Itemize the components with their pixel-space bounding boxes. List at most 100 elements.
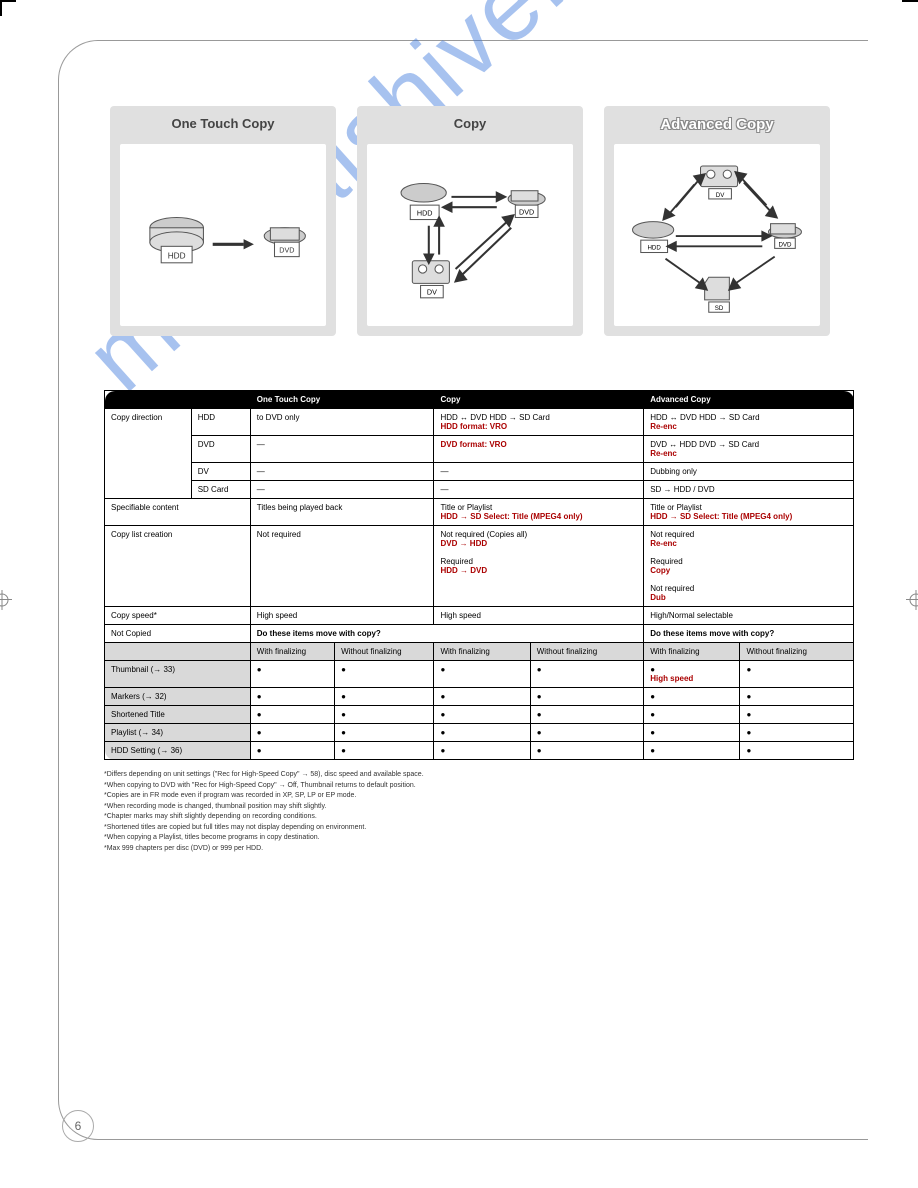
footnote: *Max 999 chapters per disc (DVD) or 999 … (104, 844, 854, 855)
table-header: Copy (434, 391, 644, 409)
sub-header: Without finalizing (740, 643, 854, 661)
comparison-table: One Touch Copy Copy Advanced Copy Copy d… (104, 390, 854, 854)
card-title: Copy (357, 106, 583, 137)
sub-header: With finalizing (250, 643, 334, 661)
footnote: *When copying to DVD with "Rec for High-… (104, 781, 854, 792)
cell: Do these items move with copy? (644, 625, 854, 643)
card-diagram: HDD DVD DV (367, 144, 573, 326)
sub-header: With finalizing (434, 643, 530, 661)
cell: Do these items move with copy? (250, 625, 643, 643)
cell: ● (740, 661, 854, 688)
cell: Title or PlaylistHDD → SD Select: Title … (434, 499, 644, 526)
svg-text:DV: DV (427, 288, 437, 297)
footnote: *Copies are in FR mode even if program w… (104, 791, 854, 802)
cell: Not requiredRe-enc RequiredCopy Not requ… (644, 526, 854, 607)
row-label: Copy direction (105, 409, 192, 499)
cell: ● (434, 661, 530, 688)
cell: ● (335, 742, 434, 760)
sub-label: DVD (191, 436, 250, 463)
cell: DVD ↔ HDD DVD → SD CardRe-enc (644, 436, 854, 463)
cell: Not required (250, 526, 434, 607)
cell: ● (644, 706, 740, 724)
cell: ● (335, 661, 434, 688)
cell: High speed (250, 607, 434, 625)
cell: ● (434, 742, 530, 760)
table-header: One Touch Copy (250, 391, 434, 409)
card-advanced: Advanced Copy DV HDD (604, 106, 830, 336)
table-header: Advanced Copy (644, 391, 854, 409)
cell: Title or PlaylistHDD → SD Select: Title … (644, 499, 854, 526)
page-number: 6 (62, 1110, 94, 1142)
cell: ● (434, 688, 530, 706)
cell: ● (250, 742, 334, 760)
hdd-icon: HDD (150, 217, 204, 262)
cell: ● (530, 661, 643, 688)
cell: ● (740, 724, 854, 742)
sub-header-blank (105, 643, 251, 661)
cell: ● (644, 724, 740, 742)
dv-icon: DV (412, 261, 449, 298)
cell: ● (250, 706, 334, 724)
footnote: *When copying a Playlist, titles become … (104, 833, 854, 844)
footnotes: *Differs depending on unit settings ("Re… (104, 770, 854, 854)
cell: ● (434, 724, 530, 742)
cell: ● (530, 742, 643, 760)
table-header-blank (105, 391, 251, 409)
footnote: *Differs depending on unit settings ("Re… (104, 770, 854, 781)
cards-row: One Touch Copy HDD DVD (110, 106, 830, 336)
row-label: HDD Setting (→ 36) (105, 742, 251, 760)
dv-icon: DV (701, 166, 738, 199)
dvd-icon: DVD (264, 228, 305, 257)
card-one-touch: One Touch Copy HDD DVD (110, 106, 336, 336)
cell: to DVD only (250, 409, 434, 436)
row-label: Not Copied (105, 625, 251, 643)
cell: High speed (434, 607, 644, 625)
cell: Not required (Copies all)DVD → HDD Requi… (434, 526, 644, 607)
row-label: Copy speed* (105, 607, 251, 625)
svg-text:DVD: DVD (778, 241, 792, 248)
cell: ● (335, 724, 434, 742)
row-label: Specifiable content (105, 499, 251, 526)
card-diagram: HDD DVD (120, 144, 326, 326)
hdd-icon: HDD (633, 222, 674, 253)
svg-text:DVD: DVD (279, 246, 294, 255)
cell: ● (335, 688, 434, 706)
cell: ● (250, 661, 334, 688)
cell: HDD ↔ DVD HDD → SD CardRe-enc (644, 409, 854, 436)
cell: HDD ↔ DVD HDD → SD CardHDD format: VRO (434, 409, 644, 436)
svg-text:HDD: HDD (647, 244, 661, 251)
row-label: Copy list creation (105, 526, 251, 607)
footnote: *Shortened titles are copied but full ti… (104, 823, 854, 834)
crop-mark (0, 0, 16, 2)
cell: ● (740, 706, 854, 724)
sd-icon: SD (705, 277, 730, 312)
cell: ● (740, 688, 854, 706)
row-label: Playlist (→ 34) (105, 724, 251, 742)
card-copy: Copy HDD DVD (357, 106, 583, 336)
cell: Titles being played back (250, 499, 434, 526)
row-label: Thumbnail (→ 33) (105, 661, 251, 688)
cell: ● (250, 724, 334, 742)
cell: — (434, 481, 644, 499)
cell: ● (530, 724, 643, 742)
svg-text:HDD: HDD (417, 208, 433, 217)
sub-header: Without finalizing (335, 643, 434, 661)
sub-label: DV (191, 463, 250, 481)
card-title: Advanced Copy (604, 106, 830, 139)
svg-text:DVD: DVD (519, 207, 534, 216)
sub-label: HDD (191, 409, 250, 436)
cell: ● (644, 688, 740, 706)
cell: ● (530, 706, 643, 724)
cell: ● (250, 688, 334, 706)
row-label: Shortened Title (105, 706, 251, 724)
cell: — (250, 481, 434, 499)
dvd-icon: DVD (769, 224, 802, 249)
cell: ●High speed (644, 661, 740, 688)
crop-mark (902, 0, 918, 2)
registration-mark (906, 590, 918, 610)
row-label: Markers (→ 32) (105, 688, 251, 706)
cell: — (250, 463, 434, 481)
cell: DVD format: VRO (434, 436, 644, 463)
cell: ● (740, 742, 854, 760)
svg-text:HDD: HDD (168, 252, 186, 261)
